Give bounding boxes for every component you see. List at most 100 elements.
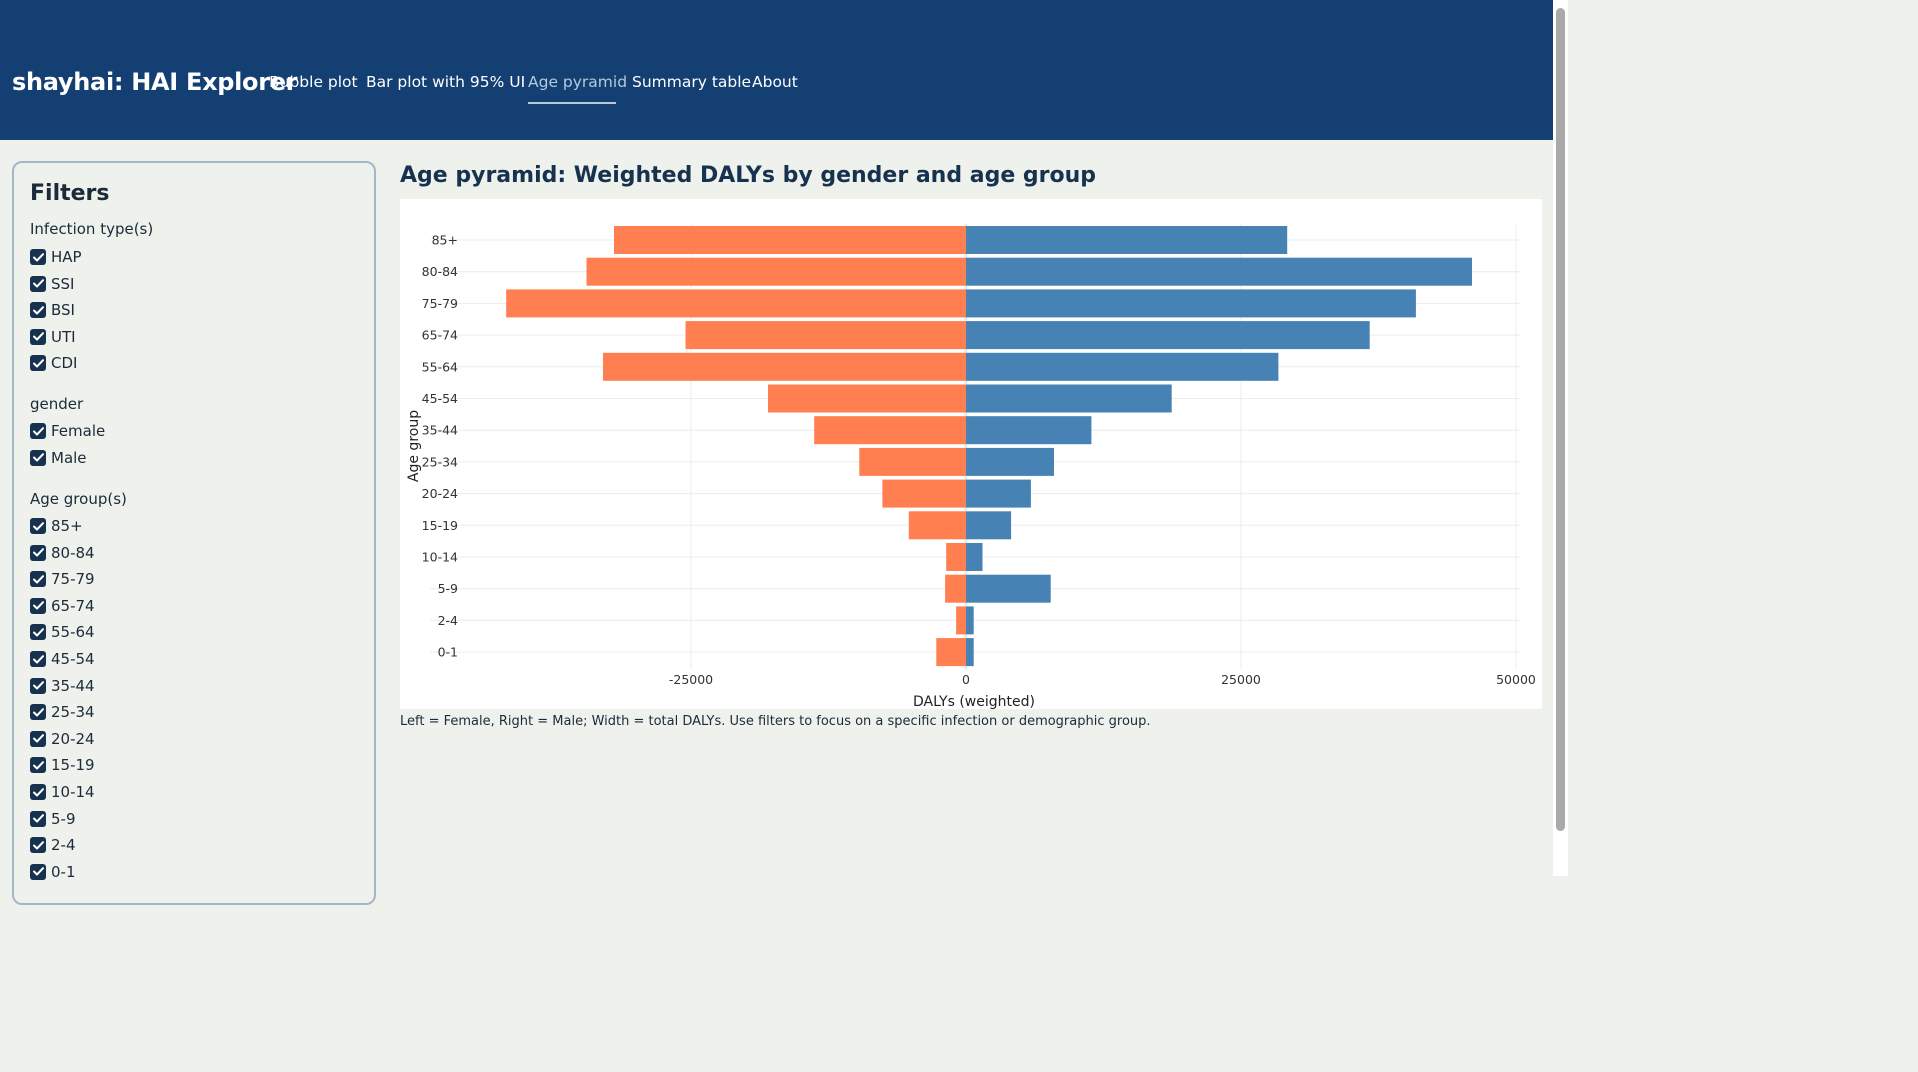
checkbox-checked-icon[interactable]	[30, 677, 46, 694]
female-bar	[956, 606, 966, 635]
female-bar	[946, 543, 966, 571]
male-bar	[966, 574, 1051, 603]
y-tick-label: 65-74	[422, 328, 458, 343]
y-tick-label: 2-4	[438, 613, 458, 628]
x-tick-label: 25000	[1221, 672, 1261, 687]
nav-about[interactable]: About	[752, 73, 798, 91]
navbar: shayhai: HAI Explorer Bubble plot Bar pl…	[0, 0, 1553, 140]
checkbox-checked-icon[interactable]	[30, 302, 46, 319]
scrollbar-thumb[interactable]	[1556, 8, 1565, 831]
y-tick-label: 80-84	[422, 264, 458, 279]
checkbox-checked-icon[interactable]	[30, 249, 46, 265]
age-group-checkbox-label: 85+	[51, 517, 83, 535]
age-group-checkbox[interactable]: 15-19	[30, 755, 95, 775]
male-bar	[966, 606, 974, 635]
infection-checkbox[interactable]: SSI	[30, 274, 74, 294]
female-bar	[603, 352, 966, 381]
infection-checkbox[interactable]: CDI	[30, 353, 77, 373]
x-tick-label: -25000	[669, 672, 713, 687]
age-group-checkbox[interactable]: 5-9	[30, 809, 76, 829]
infection-checkbox-label: CDI	[51, 354, 78, 373]
infection-type-label: Infection type(s)	[30, 220, 154, 238]
nav-bubble-plot[interactable]: Bubble plot	[269, 73, 358, 91]
gender-checkbox[interactable]: Female	[30, 421, 105, 441]
checkbox-checked-icon[interactable]	[30, 328, 46, 345]
y-tick-label: 10-14	[422, 550, 458, 565]
age-group-checkbox-label: 15-19	[51, 756, 95, 775]
female-bar	[936, 638, 966, 667]
male-bar	[966, 638, 974, 667]
age-group-checkbox[interactable]: 25-34	[30, 702, 95, 722]
gender-checkbox[interactable]: Male	[30, 448, 87, 468]
male-bar	[966, 511, 1012, 540]
y-tick-label: 45-54	[422, 391, 458, 406]
female-bar	[859, 447, 966, 476]
age-group-checkbox-label: 0-1	[51, 862, 76, 881]
checkbox-checked-icon[interactable]	[30, 544, 46, 561]
checkbox-checked-icon[interactable]	[30, 704, 46, 721]
checkbox-checked-icon[interactable]	[30, 810, 46, 827]
checkbox-checked-icon[interactable]	[30, 597, 46, 614]
female-bar	[586, 257, 966, 286]
checkbox-checked-icon[interactable]	[30, 651, 46, 667]
checkbox-checked-icon[interactable]	[30, 423, 46, 439]
age-group-checkbox[interactable]: 10-14	[30, 782, 95, 802]
checkbox-checked-icon[interactable]	[30, 275, 46, 292]
male-bar	[966, 226, 1288, 254]
age-group-checkbox-label: 80-84	[51, 543, 95, 562]
age-group-checkbox-label: 75-79	[51, 570, 95, 589]
age-group-checkbox[interactable]: 55-64	[30, 622, 95, 642]
infection-checkbox[interactable]: HAP	[30, 247, 82, 267]
gender-checkbox-label: Male	[51, 448, 87, 467]
checkbox-checked-icon[interactable]	[30, 449, 46, 466]
age-group-checkbox-label: 25-34	[51, 703, 95, 722]
female-bar	[882, 479, 966, 508]
male-bar	[966, 384, 1172, 413]
chart-caption: Left = Female, Right = Male; Width = tot…	[400, 714, 1151, 729]
age-group-checkbox[interactable]: 65-74	[30, 596, 95, 616]
age-group-checkbox-label: 20-24	[51, 729, 95, 748]
male-bar	[966, 479, 1031, 508]
infection-checkbox-label: BSI	[51, 301, 75, 320]
checkbox-checked-icon[interactable]	[30, 518, 46, 534]
page-title: Age pyramid: Weighted DALYs by gender an…	[400, 163, 1097, 188]
male-bar	[966, 352, 1279, 381]
y-tick-label: 20-24	[422, 486, 458, 501]
age-group-checkbox[interactable]: 2-4	[30, 835, 76, 855]
checkbox-checked-icon[interactable]	[30, 624, 46, 641]
age-group-checkbox[interactable]: 35-44	[30, 676, 95, 696]
checkbox-checked-icon[interactable]	[30, 571, 46, 588]
age-group-checkbox[interactable]: 0-1	[30, 862, 76, 882]
checkbox-checked-icon[interactable]	[30, 863, 46, 880]
age-group-checkbox[interactable]: 85+	[30, 516, 83, 536]
nav-summary-table[interactable]: Summary table	[632, 73, 752, 91]
infection-checkbox-label: HAP	[51, 248, 82, 266]
y-tick-label: 15-19	[422, 518, 458, 533]
app-brand[interactable]: shayhai: HAI Explorer	[12, 68, 298, 96]
male-bar	[966, 321, 1370, 350]
female-bar	[945, 574, 966, 603]
male-bar	[966, 543, 983, 571]
female-bar	[814, 416, 966, 445]
age-group-checkbox-label: 10-14	[51, 783, 95, 801]
age-group-checkbox[interactable]: 75-79	[30, 569, 95, 589]
filters-title: Filters	[30, 181, 110, 206]
y-tick-label: 85+	[432, 233, 458, 248]
nav-bar-plot[interactable]: Bar plot with 95% UI	[366, 73, 526, 91]
nav-age-pyramid[interactable]: Age pyramid	[528, 73, 628, 91]
checkbox-checked-icon[interactable]	[30, 837, 46, 854]
age-group-checkbox-label: 5-9	[51, 809, 76, 828]
checkbox-checked-icon[interactable]	[30, 757, 46, 774]
x-tick-label: 50000	[1496, 672, 1536, 687]
checkbox-checked-icon[interactable]	[30, 355, 46, 372]
y-tick-label: 25-34	[422, 454, 458, 469]
infection-checkbox[interactable]: BSI	[30, 300, 75, 320]
age-group-checkbox[interactable]: 45-54	[30, 649, 95, 669]
age-group-checkbox[interactable]: 80-84	[30, 543, 95, 563]
checkbox-checked-icon[interactable]	[30, 784, 46, 800]
age-group-checkbox[interactable]: 20-24	[30, 729, 95, 749]
checkbox-checked-icon[interactable]	[30, 730, 46, 747]
y-tick-label: 75-79	[422, 296, 458, 311]
male-bar	[966, 447, 1054, 476]
infection-checkbox[interactable]: UTI	[30, 327, 76, 347]
